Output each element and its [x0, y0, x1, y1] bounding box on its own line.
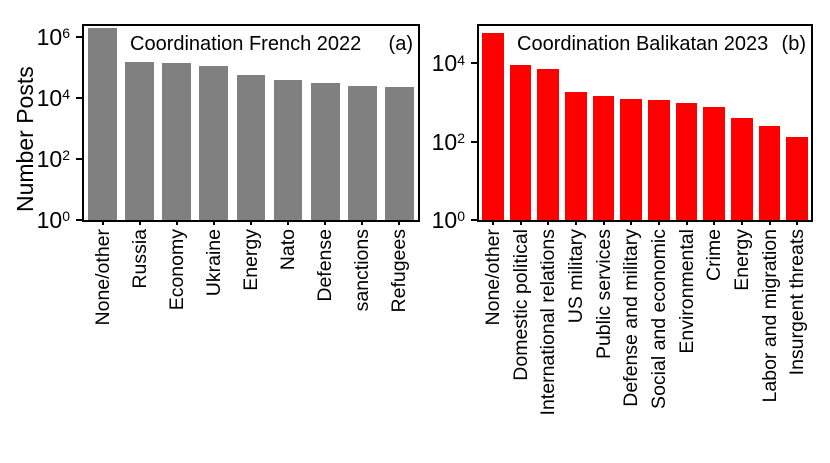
bar-none-other	[88, 27, 117, 220]
x-tick-crime	[713, 220, 716, 225]
x-tick-economy	[175, 220, 178, 225]
y-tick-10e6	[76, 36, 82, 38]
y-tick-10e4	[76, 97, 82, 99]
bar-defense-and-military	[620, 98, 642, 220]
x-tick-domestic-political	[519, 220, 522, 225]
y-tick-label-10e4: 104	[431, 50, 465, 77]
x-tick-label-refugees: Refugees	[388, 229, 411, 313]
x-tick-international-relations	[547, 220, 550, 225]
bars-group-balikatan-2023	[479, 26, 811, 220]
panel-label-a: (a)	[388, 33, 413, 55]
bar-nato	[273, 79, 303, 220]
bar-labor-and-migration	[758, 126, 781, 220]
x-tick-label-international-relations: International relations	[537, 229, 560, 416]
x-tick-labor-and-migration	[768, 220, 771, 225]
y-tick-label-10e0: 100	[36, 207, 70, 233]
bar-energy	[236, 75, 266, 220]
x-tick-russia	[138, 220, 141, 225]
x-tick-refugees	[398, 220, 401, 225]
y-tick-label-10e4: 104	[36, 85, 70, 111]
y-tick-10e2	[76, 158, 82, 160]
x-tick-none-other	[491, 220, 494, 225]
x-tick-social-and-economic	[657, 220, 660, 225]
x-tick-label-domestic-political: Domestic political	[509, 229, 532, 381]
x-tick-label-defense-and-military: Defense and military	[620, 229, 643, 407]
y-tick-10e0	[471, 219, 477, 221]
x-tick-none-other	[101, 220, 104, 225]
x-tick-insurgent-threats	[796, 220, 799, 225]
x-tick-label-social-and-economic: Social and economic	[647, 229, 670, 409]
bar-russia	[125, 62, 155, 220]
x-tick-public-services	[602, 220, 605, 225]
x-tick-label-energy: Energy	[730, 229, 753, 291]
bar-ukraine	[199, 66, 229, 220]
x-tick-ukraine	[212, 220, 215, 225]
panel-label-b: (b)	[781, 33, 806, 55]
chart-title-balikatan-2023: Coordination Balikatan 2023	[517, 33, 769, 55]
bar-social-and-economic	[648, 100, 670, 220]
bar-economy	[162, 63, 192, 220]
y-tick-label-10e2: 102	[36, 146, 70, 172]
y-tick-10e2	[471, 140, 477, 143]
bar-crime	[703, 107, 725, 220]
y-tick-10e0	[76, 219, 82, 221]
x-tick-label-labor-and-migration: Labor and migration	[758, 229, 781, 403]
bar-none-other	[482, 32, 504, 220]
bar-international-relations	[537, 69, 559, 220]
plot-area-balikatan-2023: Coordination Balikatan 2023 (b)	[477, 24, 813, 222]
title-row-a: Coordination French 2022 (a)	[84, 33, 418, 55]
x-tick-defense-and-military	[630, 220, 633, 225]
bar-public-services	[592, 95, 615, 220]
x-tick-environmental	[685, 220, 688, 225]
bar-sanctions	[347, 85, 377, 220]
x-tick-label-insurgent-threats: Insurgent threats	[786, 229, 809, 376]
bar-us-military	[565, 91, 587, 220]
bar-energy	[731, 118, 753, 220]
x-tick-label-environmental: Environmental	[675, 229, 698, 354]
bar-refugees	[385, 87, 414, 220]
x-tick-energy	[250, 220, 252, 225]
x-tick-label-sanctions: sanctions	[351, 229, 374, 312]
x-tick-label-russia: Russia	[128, 229, 151, 289]
x-tick-label-public-services: Public services	[592, 229, 615, 360]
x-tick-nato	[287, 220, 290, 225]
plot-area-french-2022: Coordination French 2022 (a)	[82, 24, 420, 222]
x-tick-label-crime: Crime	[703, 229, 726, 281]
x-tick-label-energy: Energy	[240, 229, 262, 291]
bar-domestic-political	[509, 65, 532, 220]
y-tick-label-10e2: 102	[431, 128, 465, 155]
x-tick-us-military	[574, 220, 577, 225]
bars-group-french-2022	[84, 26, 418, 220]
bar-insurgent-threats	[786, 137, 808, 220]
y-tick-label-10e0: 100	[431, 207, 465, 233]
x-tick-label-none-other: None/other	[91, 229, 114, 326]
x-tick-label-nato: Nato	[277, 229, 300, 271]
bar-environmental	[675, 103, 698, 220]
x-tick-label-ukraine: Ukraine	[202, 229, 225, 297]
y-tick-10e4	[471, 62, 477, 65]
x-tick-energy	[740, 220, 743, 225]
x-tick-label-none-other: None/other	[481, 229, 504, 326]
title-row-b: Coordination Balikatan 2023 (b)	[479, 33, 811, 55]
chart-title-french-2022: Coordination French 2022	[130, 33, 362, 55]
x-tick-label-us-military: US military	[564, 229, 587, 324]
x-tick-label-economy: Economy	[165, 229, 188, 311]
y-tick-label-10e6: 106	[36, 24, 70, 50]
x-tick-defense	[324, 220, 327, 225]
x-tick-label-defense: Defense	[314, 229, 337, 302]
x-tick-sanctions	[361, 220, 364, 225]
bar-defense	[310, 82, 340, 220]
